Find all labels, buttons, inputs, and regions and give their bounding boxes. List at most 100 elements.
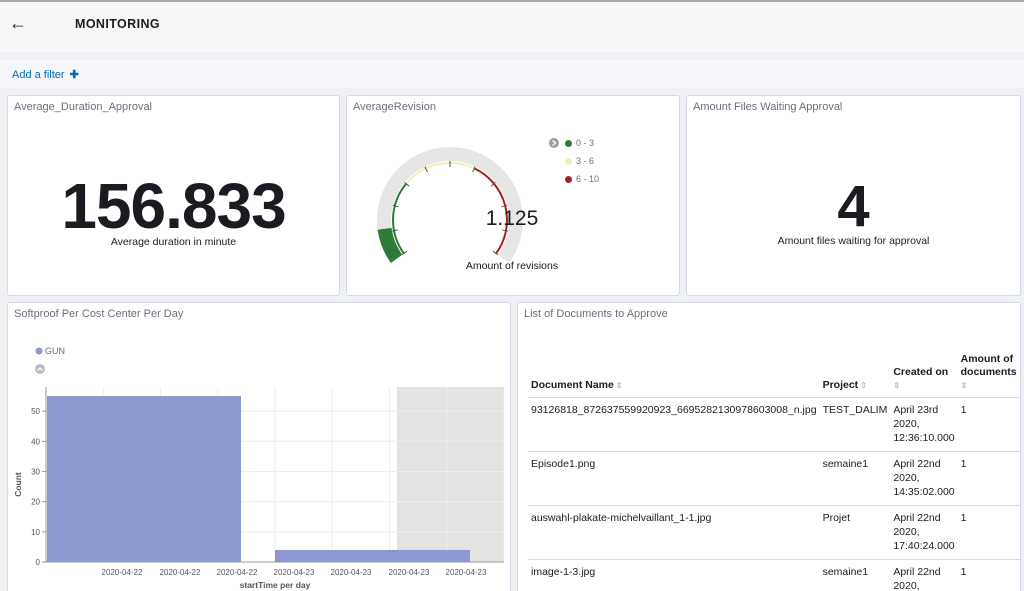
y-tick-label: 50 — [31, 407, 40, 416]
metric-value: 156.833 — [61, 170, 286, 242]
y-tick-label: 30 — [31, 467, 40, 476]
gauge-tick — [492, 250, 499, 256]
table-row[interactable]: 93126818_872637559920923_669528213097860… — [528, 397, 1020, 452]
cell-created-on: April 22nd 2020, — [890, 559, 958, 591]
legend-color-dot — [565, 139, 572, 147]
gauge-tick — [490, 182, 496, 187]
legend-label: GUN — [45, 346, 65, 356]
panel-files-waiting: Amount Files Waiting Approval 4 Amount f… — [686, 95, 1021, 296]
legend-color-dot — [35, 347, 43, 355]
gauge-tick — [472, 166, 476, 173]
gauge-background-arc — [377, 147, 523, 263]
cell-created-on: April 23rd 2020, 12:36:10.000 — [890, 397, 958, 452]
panel-title: List of Documents to Approve — [524, 308, 668, 320]
gauge-ticks — [391, 161, 509, 256]
gauge-label: Amount of revisions — [465, 260, 559, 272]
sort-icon[interactable]: ⇳ — [615, 381, 623, 390]
bar[interactable] — [47, 396, 241, 562]
x-tick-label: 2020-04-23 — [331, 568, 372, 577]
y-tick-label: 10 — [31, 528, 40, 537]
back-arrow-icon[interactable]: ← — [9, 13, 27, 33]
gauge-tick — [424, 166, 428, 173]
gauge-tick — [392, 204, 399, 208]
cell-created-on: April 22nd 2020, 14:35:02.000 — [890, 451, 958, 506]
chevron-up-glyph — [37, 367, 43, 371]
metric-label: Average duration in minute — [110, 236, 237, 248]
filter-bar: Add a filter ✚ — [0, 60, 1024, 88]
panel-title: Amount Files Waiting Approval — [693, 101, 843, 113]
documents-table: Document Name ⇳ Project ⇳ Created on ⇳ Amou… — [528, 349, 1020, 591]
cell-project: semaine1 — [819, 451, 891, 506]
legend-label: 6 - 10 — [576, 174, 600, 184]
column-header-project[interactable]: Project ⇳ — [819, 349, 891, 398]
bar[interactable] — [275, 549, 470, 562]
x-tick-label: 2020-04-23 — [389, 568, 430, 577]
cell-project: semaine1 — [819, 559, 891, 591]
cell-document-name: auswahl-plakate-michelvaillant_1-1.jpg — [528, 505, 820, 560]
plus-icon: ✚ — [69, 69, 79, 81]
gauge-tick — [501, 229, 509, 232]
cell-document-name: Episode1.png — [528, 451, 820, 506]
metric-value: 4 — [837, 174, 870, 239]
gauge-tick — [501, 204, 508, 208]
gauge-tick — [391, 229, 399, 232]
panel-title: AverageRevision — [353, 101, 436, 113]
x-tick-label: 2020-04-23 — [446, 568, 487, 577]
legend-item[interactable]: 0 - 3 — [565, 138, 594, 148]
gauge-range-3-6 — [405, 161, 475, 185]
cell-project: TEST_DALIM — [819, 397, 891, 452]
legend-color-dot — [565, 157, 572, 165]
chart-legend[interactable]: GUN — [35, 346, 66, 356]
column-header-created-on[interactable]: Created on ⇳ — [890, 349, 958, 398]
x-axis-label: startTime per day — [240, 580, 311, 590]
panel-title: Softproof Per Cost Center Per Day — [14, 308, 184, 320]
cell-amount: 1 — [957, 505, 1020, 560]
column-header-amount[interactable]: Amount of documents ⇳ — [957, 349, 1020, 398]
legend-item[interactable]: 6 - 10 — [565, 174, 599, 184]
sort-icon[interactable]: ⇳ — [960, 381, 968, 390]
cell-amount: 1 — [957, 451, 1020, 506]
column-header-document-name[interactable]: Document Name ⇳ — [528, 349, 820, 398]
gauge-tick — [404, 182, 410, 187]
gauge-value: 1.125 — [485, 207, 539, 230]
table-row[interactable]: image-1-3.jpg semaine1 April 22nd 2020, 1 — [528, 559, 1020, 591]
panel-average-revision: AverageRevision 1.125 Amount of revision… — [346, 95, 680, 296]
panel-softproof-chart: Softproof Per Cost Center Per Day GUN 0 10… — [7, 302, 511, 591]
selected-range-highlight — [397, 387, 504, 562]
panel-average-duration: Average_Duration_Approval 156.833 Averag… — [7, 95, 340, 296]
top-bar: ← MONITORING — [0, 2, 1024, 52]
add-filter-link[interactable]: Add a filter ✚ — [12, 68, 79, 81]
cell-created-on: April 22nd 2020, 17:40:24.000 — [890, 505, 958, 560]
cell-amount: 1 — [957, 559, 1020, 591]
panel-title: Average_Duration_Approval — [14, 101, 152, 113]
gauge-tick — [401, 250, 408, 256]
table-header-row: Document Name ⇳ Project ⇳ Created on ⇳ Amou… — [528, 349, 1020, 398]
y-axis-label: Count — [13, 472, 23, 497]
legend-item[interactable]: 3 - 6 — [565, 156, 594, 166]
x-tick-label: 2020-04-23 — [274, 568, 315, 577]
y-tick-label: 0 — [36, 558, 41, 567]
sort-icon[interactable]: ⇳ — [860, 381, 867, 390]
x-tick-label: 2020-04-22 — [217, 568, 258, 577]
add-filter-label: Add a filter — [12, 69, 65, 81]
sort-icon[interactable]: ⇳ — [893, 381, 901, 390]
cell-amount: 1 — [957, 397, 1020, 452]
metric-label: Amount files waiting for approval — [777, 235, 930, 247]
x-tick-label: 2020-04-22 — [160, 568, 201, 577]
legend-color-dot — [565, 175, 572, 183]
page-title: MONITORING — [75, 17, 161, 31]
cell-document-name: 93126818_872637559920923_669528213097860… — [528, 397, 820, 452]
chevron-right-glyph — [552, 140, 557, 146]
gauge-chart — [377, 138, 559, 263]
table-row[interactable]: Episode1.png semaine1 April 22nd 2020, 14:… — [528, 451, 1020, 506]
gauge-range-0-3 — [392, 183, 407, 255]
y-tick-label: 20 — [31, 498, 40, 507]
table-row[interactable]: auswahl-plakate-michelvaillant_1-1.jpg Pr… — [528, 505, 1020, 560]
panel-documents-list: List of Documents to Approve Document Na… — [517, 302, 1021, 591]
cell-project: Projet — [819, 505, 891, 560]
legend-label: 3 - 6 — [576, 156, 595, 166]
legend-label: 0 - 3 — [576, 138, 595, 148]
chevron-up-circle-icon[interactable] — [35, 364, 45, 374]
chevron-right-circle-icon[interactable] — [549, 138, 559, 148]
bar-chart: GUN 0 10 20 30 40 50 2020-04-22 2020-04-22 2020-0… — [13, 346, 505, 590]
